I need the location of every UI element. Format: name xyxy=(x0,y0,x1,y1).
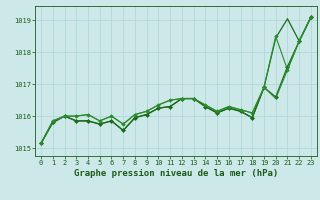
X-axis label: Graphe pression niveau de la mer (hPa): Graphe pression niveau de la mer (hPa) xyxy=(74,169,278,178)
